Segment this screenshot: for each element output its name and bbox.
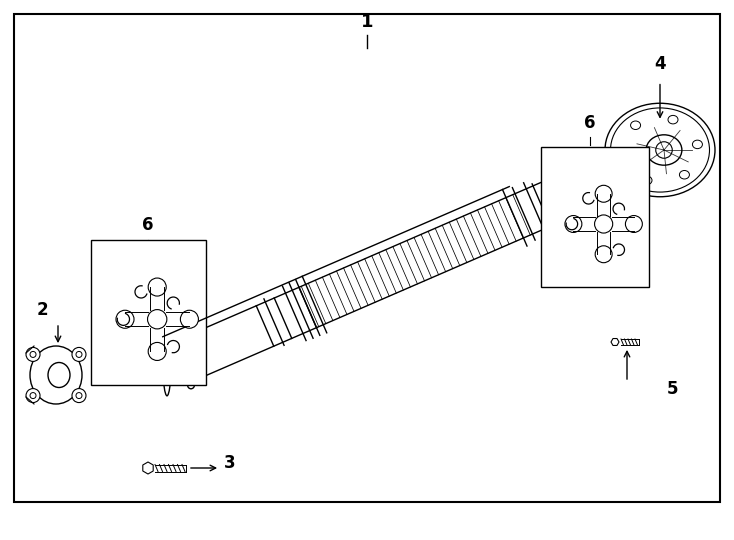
- Text: 3: 3: [224, 454, 236, 472]
- Ellipse shape: [631, 121, 641, 130]
- Text: 4: 4: [654, 55, 666, 72]
- Circle shape: [26, 389, 40, 402]
- Ellipse shape: [642, 176, 652, 185]
- Ellipse shape: [187, 341, 195, 349]
- Circle shape: [181, 310, 198, 328]
- Ellipse shape: [680, 171, 689, 179]
- Polygon shape: [143, 462, 153, 474]
- Circle shape: [148, 278, 166, 296]
- Circle shape: [595, 215, 613, 233]
- Circle shape: [116, 310, 134, 328]
- Bar: [541, 147, 649, 287]
- Text: 5: 5: [666, 380, 677, 398]
- Circle shape: [625, 215, 642, 232]
- Circle shape: [72, 347, 86, 361]
- Ellipse shape: [646, 135, 682, 165]
- Circle shape: [565, 215, 582, 232]
- Text: 1: 1: [360, 13, 374, 31]
- Bar: [90, 240, 206, 384]
- Circle shape: [595, 185, 612, 202]
- Text: 2: 2: [36, 301, 48, 319]
- Polygon shape: [611, 339, 619, 346]
- Ellipse shape: [30, 346, 82, 404]
- Ellipse shape: [163, 334, 171, 396]
- Circle shape: [595, 246, 612, 262]
- Ellipse shape: [668, 116, 678, 124]
- Circle shape: [148, 309, 167, 329]
- Circle shape: [26, 347, 40, 361]
- Ellipse shape: [187, 381, 195, 389]
- Text: 6: 6: [142, 216, 153, 234]
- Circle shape: [72, 389, 86, 402]
- Ellipse shape: [629, 146, 637, 194]
- Circle shape: [148, 342, 166, 361]
- Ellipse shape: [617, 151, 628, 160]
- Text: 6: 6: [584, 114, 596, 132]
- Ellipse shape: [605, 103, 715, 197]
- Ellipse shape: [692, 140, 702, 148]
